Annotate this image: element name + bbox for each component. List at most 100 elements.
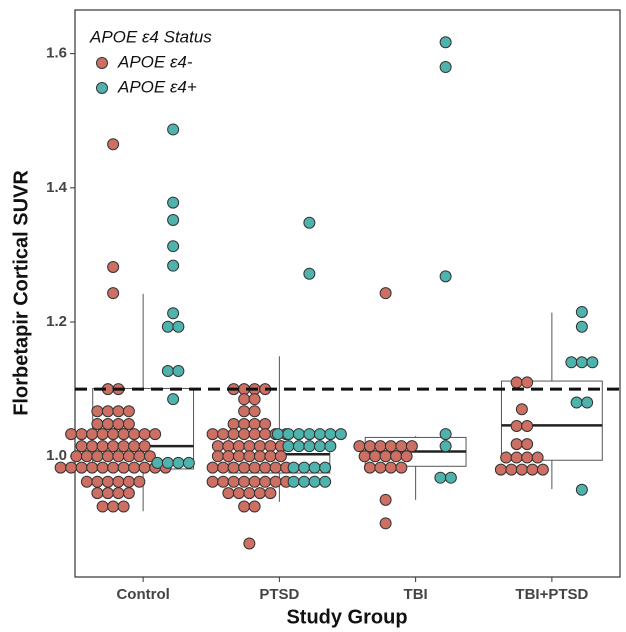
plot-panel xyxy=(74,9,621,578)
data-point xyxy=(271,428,284,441)
legend-marker xyxy=(96,82,108,94)
data-point xyxy=(217,475,230,488)
legend-marker xyxy=(96,57,108,69)
data-point xyxy=(313,440,326,453)
data-point xyxy=(253,487,266,500)
data-point xyxy=(96,461,109,474)
data-point xyxy=(122,475,135,488)
data-point xyxy=(384,440,397,453)
data-point xyxy=(172,456,185,469)
data-point xyxy=(253,440,266,453)
data-point xyxy=(379,287,392,300)
data-point xyxy=(227,475,240,488)
data-point xyxy=(143,450,156,463)
data-point xyxy=(238,405,251,418)
data-point xyxy=(101,405,114,418)
data-point xyxy=(86,440,99,453)
data-point xyxy=(515,403,528,416)
data-point xyxy=(172,320,185,333)
data-point xyxy=(151,456,164,469)
data-point xyxy=(324,428,337,441)
data-point xyxy=(510,438,523,451)
data-point xyxy=(167,123,180,136)
data-point xyxy=(101,418,114,431)
data-point xyxy=(243,487,256,500)
data-point xyxy=(238,500,251,513)
data-point xyxy=(298,475,311,488)
data-point xyxy=(248,393,261,406)
data-point xyxy=(122,487,135,500)
data-point xyxy=(211,440,224,453)
data-point xyxy=(167,214,180,227)
data-point xyxy=(238,393,251,406)
data-point xyxy=(91,418,104,431)
x-tick-label: Control xyxy=(116,586,169,603)
data-point xyxy=(117,428,130,441)
data-point xyxy=(206,461,219,474)
data-point xyxy=(400,450,413,463)
data-point xyxy=(303,440,316,453)
data-point xyxy=(167,240,180,253)
data-point xyxy=(358,450,371,463)
data-point xyxy=(107,287,120,300)
data-point xyxy=(86,428,99,441)
data-point xyxy=(575,356,588,369)
data-point xyxy=(253,450,266,463)
data-point xyxy=(536,463,549,476)
data-point xyxy=(374,461,387,474)
data-point xyxy=(353,440,366,453)
data-point xyxy=(117,500,130,513)
x-tick-label: TBI+PTSD xyxy=(515,586,588,603)
data-point xyxy=(167,307,180,320)
data-point xyxy=(494,463,507,476)
x-axis-title: Study Group xyxy=(286,606,407,628)
data-point xyxy=(264,440,277,453)
data-point xyxy=(167,196,180,209)
data-point xyxy=(334,428,347,441)
data-point xyxy=(101,475,114,488)
data-point xyxy=(379,517,392,530)
data-point xyxy=(586,356,599,369)
data-point xyxy=(444,471,457,484)
data-point xyxy=(510,376,523,389)
y-tick-label: 1.2 xyxy=(46,313,67,330)
data-point xyxy=(259,428,272,441)
data-point xyxy=(248,475,261,488)
data-point xyxy=(54,461,67,474)
y-tick-label: 1.0 xyxy=(46,447,67,464)
data-point xyxy=(112,487,125,500)
data-point xyxy=(308,475,321,488)
data-point xyxy=(313,428,326,441)
data-point xyxy=(182,456,195,469)
data-point xyxy=(298,461,311,474)
data-point xyxy=(238,475,251,488)
data-point xyxy=(65,428,78,441)
data-point xyxy=(217,461,230,474)
data-point xyxy=(133,475,146,488)
data-point xyxy=(172,365,185,378)
data-point xyxy=(570,396,583,409)
data-point xyxy=(107,461,120,474)
data-point xyxy=(319,461,332,474)
data-point xyxy=(390,450,403,463)
data-point xyxy=(128,428,141,441)
data-point xyxy=(248,500,261,513)
data-point xyxy=(282,428,295,441)
data-point xyxy=(521,376,534,389)
data-point xyxy=(206,428,219,441)
data-point xyxy=(101,487,114,500)
data-point xyxy=(500,451,513,464)
data-point xyxy=(96,428,109,441)
data-point xyxy=(232,450,245,463)
data-point xyxy=(107,260,120,273)
data-point xyxy=(101,450,114,463)
data-point xyxy=(505,463,518,476)
data-point xyxy=(439,36,452,49)
data-point xyxy=(259,461,272,474)
data-point xyxy=(264,487,277,500)
data-point xyxy=(91,475,104,488)
data-point xyxy=(510,420,523,433)
data-point xyxy=(324,440,337,453)
data-point xyxy=(510,451,523,464)
